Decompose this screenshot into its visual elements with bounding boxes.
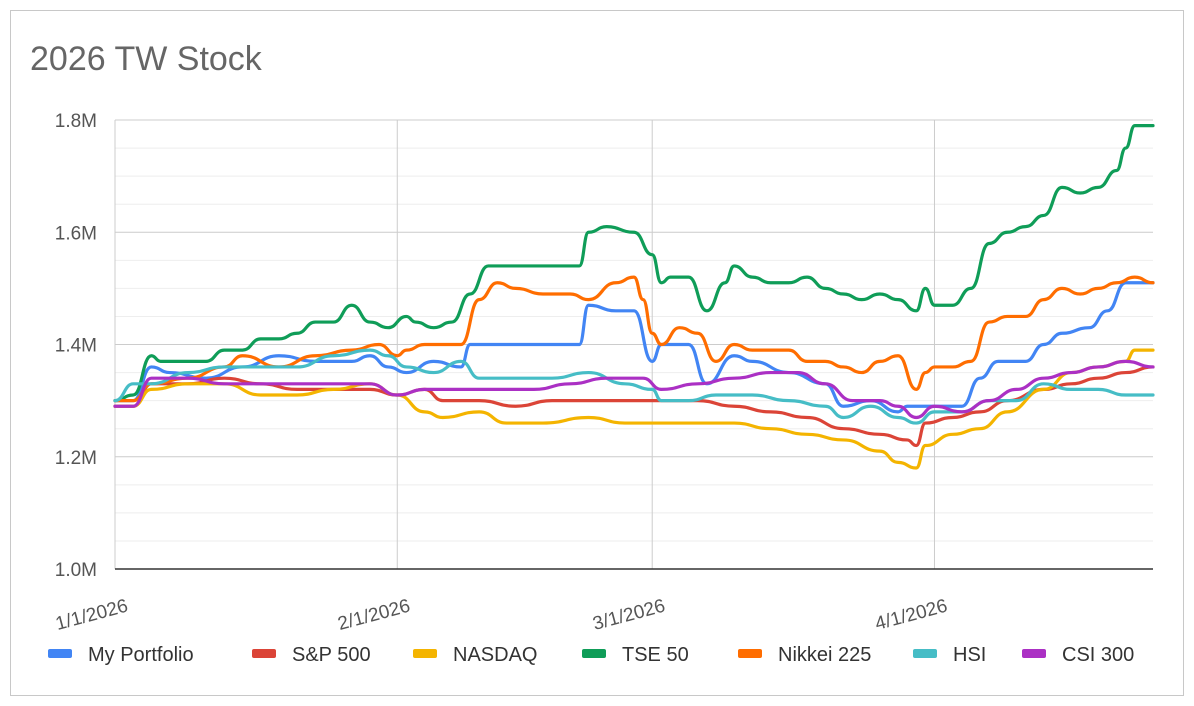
legend-label: TSE 50 — [622, 644, 689, 666]
series-line-my-portfolio — [113, 281, 1155, 414]
x-axis-ticks: 1/1/2026 2/1/2026 3/1/2026 4/1/2026 — [53, 596, 949, 635]
y-axis-ticks: 1.0M 1.2M 1.4M 1.6M 1.8M — [55, 111, 97, 581]
legend-label: CSI 300 — [1062, 644, 1134, 666]
legend-swatch — [48, 649, 72, 658]
legend-label: My Portfolio — [88, 644, 194, 666]
legend-swatch — [582, 649, 606, 658]
series-line-nikkei-225 — [113, 275, 1155, 403]
legend-swatch — [913, 649, 937, 658]
x-tick-label: 1/1/2026 — [53, 596, 130, 635]
series-line-nasdaq — [113, 348, 1155, 470]
y-tick-label: 1.4M — [55, 336, 97, 357]
legend-label: HSI — [953, 644, 986, 666]
legend-swatch — [738, 649, 762, 658]
x-tick-label: 2/1/2026 — [336, 596, 413, 635]
x-tick-label: 3/1/2026 — [591, 596, 668, 635]
y-tick-label: 1.8M — [55, 111, 97, 132]
grid-lines — [114, 119, 1153, 570]
series-lines — [113, 124, 1155, 470]
legend-label: NASDAQ — [453, 644, 537, 666]
chart-frame — [10, 10, 1184, 696]
y-tick-label: 1.0M — [55, 560, 97, 581]
chart-title: 2026 TW Stock — [30, 40, 262, 78]
series-line-csi-300 — [113, 359, 1155, 420]
series-line-tse-50 — [113, 124, 1155, 403]
legend-swatch — [1022, 649, 1046, 658]
legend-label: S&P 500 — [292, 644, 371, 666]
legend-label: Nikkei 225 — [778, 644, 871, 666]
legend: My Portfolio S&P 500 NASDAQ TSE 50 Nikkei 22… — [48, 644, 1134, 666]
legend-swatch — [252, 649, 276, 658]
y-tick-label: 1.2M — [55, 448, 97, 469]
legend-swatch — [413, 649, 437, 658]
y-tick-label: 1.6M — [55, 223, 97, 244]
x-tick-label: 4/1/2026 — [873, 596, 950, 635]
